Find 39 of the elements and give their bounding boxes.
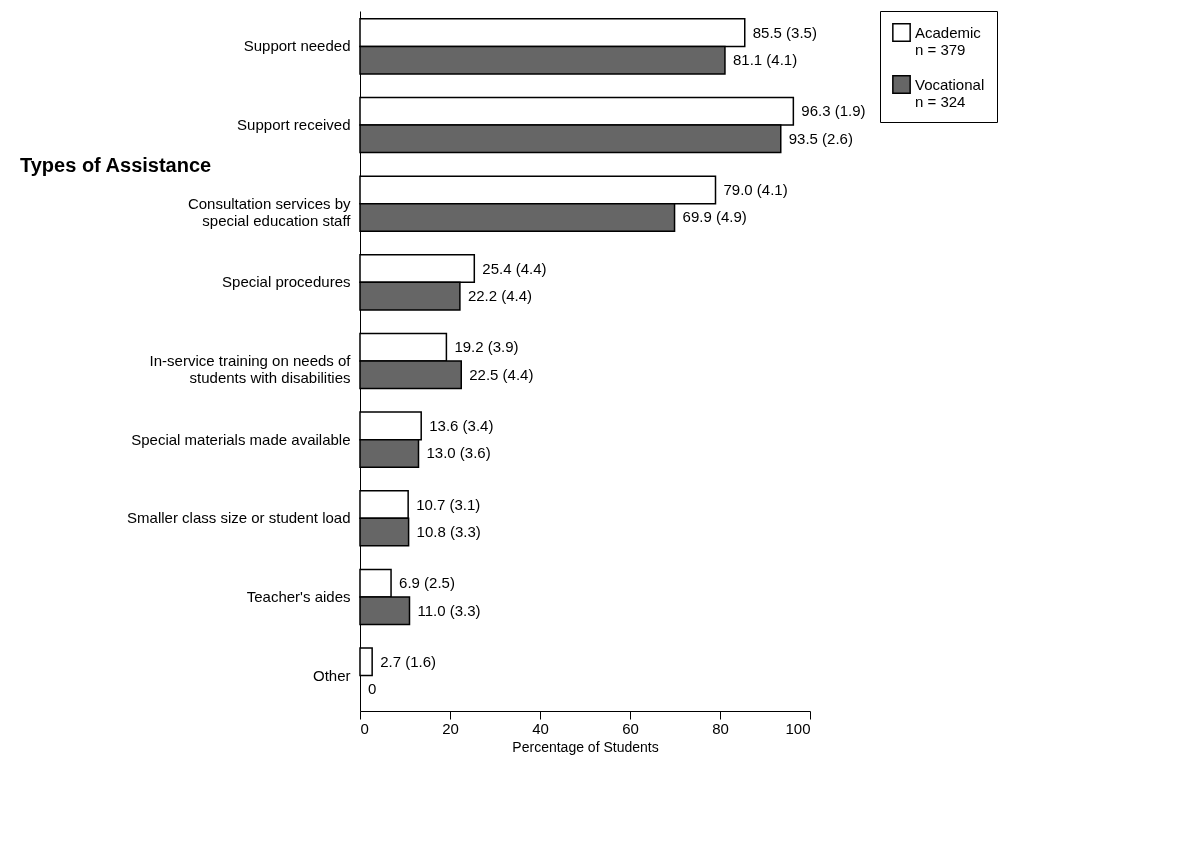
y-tick-label: Teacher's aides bbox=[246, 587, 351, 605]
x-tick-label: 40 bbox=[532, 719, 549, 737]
x-tick-label: 80 bbox=[712, 719, 729, 737]
x-axis-title: Percentage of Students bbox=[512, 738, 659, 755]
y-tick-label: Other bbox=[312, 666, 351, 684]
y-tick-label: Support needed bbox=[243, 37, 351, 55]
data-label: 10.8 (3.3) bbox=[416, 523, 481, 541]
data-label: 11.0 (3.3) bbox=[417, 601, 481, 619]
data-label: 79.0 (4.1) bbox=[723, 180, 788, 198]
x-tick-label: 100 bbox=[785, 719, 811, 737]
data-label: 25.4 (4.4) bbox=[482, 259, 547, 277]
text: Types of Assistance bbox=[20, 153, 212, 176]
data-label: 22.2 (4.4) bbox=[467, 287, 533, 305]
y-tick-label: Consultation services by special education staff bbox=[187, 194, 352, 229]
x-tick-label: 60 bbox=[622, 719, 639, 737]
text: n = 379 bbox=[915, 40, 966, 58]
x-tick-label: 0 bbox=[360, 719, 369, 737]
data-label: 13.6 (3.4) bbox=[429, 416, 494, 434]
text: n = 324 bbox=[915, 92, 966, 110]
y-tick-label: Smaller class size or student load bbox=[127, 509, 351, 527]
data-label: 0 bbox=[368, 680, 377, 698]
legend-label: Academic bbox=[915, 23, 982, 41]
data-label: 13.0 (3.6) bbox=[426, 444, 491, 462]
y-tick-label: Special procedures bbox=[222, 273, 351, 291]
y-tick-label: Support received bbox=[237, 116, 351, 134]
data-label: 96.3 (1.9) bbox=[801, 102, 866, 120]
x-tick-label: 20 bbox=[442, 719, 459, 737]
legend-label: Vocational bbox=[915, 75, 985, 93]
data-label: 10.7 (3.1) bbox=[416, 495, 481, 513]
data-label: 93.5 (2.6) bbox=[788, 129, 853, 147]
data-label: 2.7 (1.6) bbox=[380, 652, 437, 670]
data-label: 6.9 (2.5) bbox=[399, 574, 455, 592]
y-tick-label: Special materials made available bbox=[131, 430, 351, 448]
data-label: 81.1 (4.1) bbox=[732, 51, 798, 69]
data-label: 22.5 (4.4) bbox=[469, 365, 534, 383]
y-tick-label: In-service training on needs of students with disabilities bbox=[149, 352, 352, 386]
data-label: 85.5 (3.5) bbox=[752, 23, 817, 41]
data-label: 69.9 (4.9) bbox=[682, 208, 747, 226]
data-label: 19.2 (3.9) bbox=[454, 338, 519, 356]
